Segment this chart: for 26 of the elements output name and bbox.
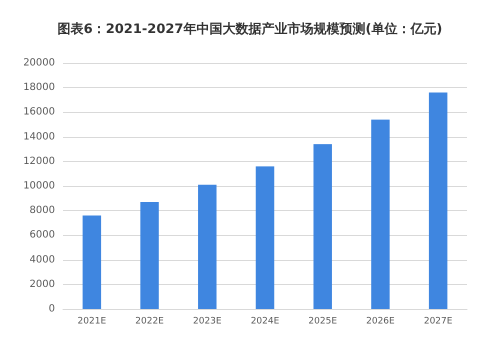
y-tick-label: 12000 xyxy=(23,156,55,167)
y-tick-label: 4000 xyxy=(30,254,55,266)
y-tick-label: 14000 xyxy=(23,131,55,142)
x-tick-label: 2025E xyxy=(308,316,338,326)
chart-title: 图表6：2021-2027年中国大数据产业市场规模预测(单位：亿元) xyxy=(58,21,442,37)
y-tick-label: 20000 xyxy=(23,58,55,68)
x-tick-label: 2021E xyxy=(78,316,106,326)
y-tick-label: 2000 xyxy=(30,278,55,290)
y-tick-label: 0 xyxy=(48,304,55,314)
bar xyxy=(428,92,448,309)
bar xyxy=(198,184,217,309)
x-tick-label: 2022E xyxy=(135,316,164,326)
bar xyxy=(82,216,102,309)
x-tick-label: 2027E xyxy=(424,316,453,326)
bar xyxy=(256,166,274,309)
x-tick-label: 2026E xyxy=(366,316,396,326)
bar xyxy=(371,120,390,309)
x-tick-label: 2024E xyxy=(250,316,280,326)
bar xyxy=(313,144,332,309)
y-tick-label: 10000 xyxy=(23,180,55,192)
y-tick-label: 8000 xyxy=(30,205,55,216)
x-tick-label: 2023E xyxy=(192,316,222,326)
y-tick-label: 6000 xyxy=(30,230,55,241)
bar xyxy=(140,202,159,309)
y-tick-label: 18000 xyxy=(23,82,55,94)
y-tick-label: 16000 xyxy=(23,106,55,118)
